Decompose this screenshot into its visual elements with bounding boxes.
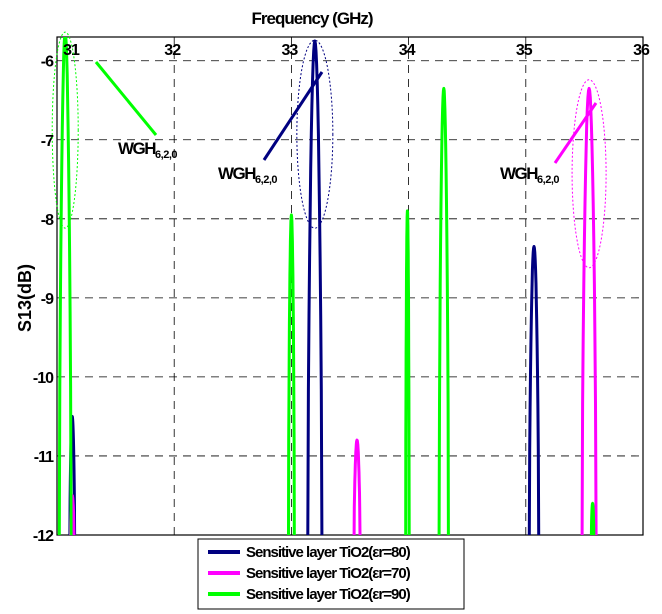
y-tick-label: -11 — [34, 449, 54, 466]
y-tick-label: -12 — [33, 528, 54, 545]
peak-highlight-ellipse — [571, 79, 607, 269]
peak-highlight-ellipse — [296, 39, 334, 229]
series-0-peak — [527, 245, 541, 535]
annotation-pointer — [553, 102, 598, 164]
annotation-subscript: 6,2,0 — [155, 149, 177, 161]
annotation-pointer — [262, 71, 324, 161]
legend-box — [197, 538, 465, 610]
series-1-peak — [580, 86, 598, 535]
plot-area — [56, 36, 644, 536]
legend: Sensitive layer TiO2(εr=80) Sensitive lay… — [197, 538, 465, 610]
x-tick-label: 31 — [63, 42, 80, 59]
tick-labels: 31 32 33 34 35 36 -6 -7 -8 -9 -10 -11 -12 — [33, 42, 651, 545]
y-tick-label: -6 — [41, 54, 54, 71]
peak-highlight-ellipse — [51, 31, 79, 229]
annotation-pointer — [94, 61, 158, 136]
x-tick-label: 36 — [633, 42, 650, 59]
series-2-peak — [404, 209, 411, 535]
series-2-peak — [589, 501, 596, 535]
y-tick-label: -8 — [41, 212, 54, 229]
y-tick-label: -10 — [33, 370, 54, 387]
legend-entry: Sensitive layer TiO2(εr=80) — [246, 544, 411, 561]
annotation-subscript: 6,2,0 — [537, 174, 559, 186]
x-tick-label: 32 — [164, 42, 181, 59]
legend-entry: Sensitive layer TiO2(εr=90) — [246, 586, 411, 603]
x-tick-label: 33 — [282, 42, 299, 59]
annotation-subscript: 6,2,0 — [255, 174, 277, 186]
x-tick-label: 35 — [516, 42, 533, 59]
series-2-peak — [437, 86, 450, 535]
series-2-peak — [57, 37, 73, 535]
series-2-peak — [287, 213, 296, 535]
series-1-peak — [352, 438, 362, 535]
legend-entry: Sensitive layer TiO2(εr=70) — [246, 565, 411, 582]
y-tick-label: -7 — [41, 133, 54, 150]
plot-frame — [56, 36, 644, 536]
chart-title: Frequency (GHz) — [251, 9, 372, 28]
y-axis-label: S13(dB) — [15, 264, 35, 332]
y-tick-label: -9 — [41, 291, 54, 308]
x-tick-label: 34 — [399, 42, 416, 59]
series-0-peak — [306, 39, 324, 535]
